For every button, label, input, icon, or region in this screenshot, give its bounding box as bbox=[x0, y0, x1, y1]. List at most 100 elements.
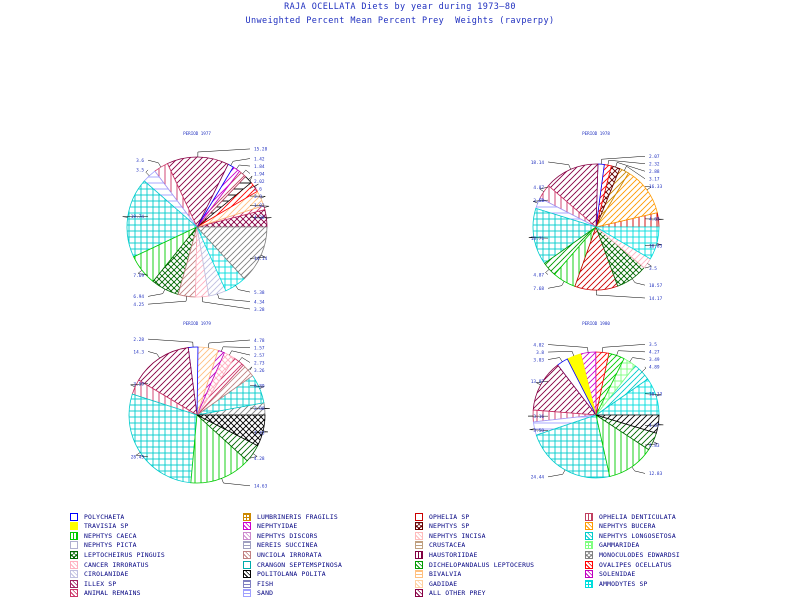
legend-swatch bbox=[415, 512, 423, 521]
legend-swatch bbox=[243, 570, 251, 579]
leader-line bbox=[230, 158, 251, 166]
legend-label: POLITOLANA POLITA bbox=[257, 570, 326, 579]
leader-line bbox=[221, 478, 251, 487]
leader-line bbox=[238, 357, 251, 363]
chart-title: RAJA OCELLATA Diets by year during 1973—… bbox=[284, 2, 516, 12]
legend-label: CANCER IRRORATUS bbox=[84, 560, 149, 569]
slice-label: 2.73 bbox=[254, 360, 265, 366]
leader-line bbox=[235, 285, 251, 293]
slice-label: 3.16 bbox=[533, 414, 544, 420]
legend-swatch bbox=[70, 579, 78, 588]
slice-label: 3.28 bbox=[254, 307, 265, 313]
slice-label: 10.13 bbox=[649, 392, 663, 398]
legend-item: TRAVISIA SP bbox=[70, 522, 129, 531]
legend-label: POLYCHAETA bbox=[84, 512, 125, 521]
legend-item: CRANGON SEPTEMSPINOSA bbox=[243, 560, 342, 569]
leader-line bbox=[547, 344, 589, 353]
legend-item: POLITOLANA POLITA bbox=[243, 570, 326, 579]
leader-line bbox=[644, 441, 659, 446]
legend-label: NEPHTYS BUCERA bbox=[599, 522, 656, 531]
leader-line bbox=[547, 281, 565, 289]
pie-chart-4: PERIOD 1980 3.5 4.273.49 4.89 10.13 4.87 4.83 1… bbox=[528, 321, 664, 481]
leader-line bbox=[641, 366, 646, 373]
leader-line bbox=[644, 218, 664, 221]
legend-label: BIVALVIA bbox=[429, 570, 462, 579]
slice-label: 2.88 bbox=[254, 406, 265, 412]
legend-swatch bbox=[415, 570, 423, 579]
legend-swatch bbox=[243, 531, 251, 540]
leader-line bbox=[249, 205, 270, 208]
leader-line bbox=[147, 338, 194, 348]
leader-line bbox=[197, 148, 251, 158]
slice-label: 1.84 bbox=[254, 164, 265, 170]
legend-label: OPHELIA SP bbox=[429, 512, 470, 521]
legend-swatch bbox=[243, 522, 251, 531]
slice-label: 18.14 bbox=[531, 160, 545, 166]
legend-item: NEPHTYS DISCORS bbox=[243, 531, 318, 540]
legend-label: CRANGON SEPTEMSPINOSA bbox=[257, 560, 342, 569]
pie-slice bbox=[547, 163, 599, 228]
slice-label: 3.8 bbox=[254, 194, 262, 200]
legend-item: UNCIOLA IRRORATA bbox=[243, 550, 322, 559]
legend-swatch bbox=[243, 560, 251, 569]
legend-item: NEPHTYS INCISA bbox=[415, 531, 486, 540]
legend-item: OPHELIA DENTICULATA bbox=[585, 512, 676, 521]
slice-label: 4.87 bbox=[533, 185, 544, 191]
slice-label: 2.57 bbox=[254, 353, 265, 359]
legend-label: HAUSTORIIDAE bbox=[429, 550, 478, 559]
slice-label: 3.5 bbox=[649, 342, 657, 348]
legend-label: NEPHTYS DISCORS bbox=[257, 531, 318, 540]
legend-label: DICHELOPANDALUS LEPTOCERUS bbox=[429, 560, 535, 569]
pie-chart-1: PERIOD 1977 15.28 1.42 1.841.94 2.022.6 3.8 1.… bbox=[122, 131, 272, 313]
legend-swatch bbox=[70, 560, 78, 569]
legend-label: NEREIS SUCCINEA bbox=[257, 541, 318, 550]
leader-line bbox=[242, 169, 251, 175]
legend-item: GADIDAE bbox=[415, 579, 457, 588]
slice-label: 14.3 bbox=[133, 349, 144, 355]
legend-label: NEPHTYIDAE bbox=[257, 522, 298, 531]
slice-label: 3.58 bbox=[533, 428, 544, 434]
leader-line bbox=[147, 159, 162, 168]
slice-label: 3.5 bbox=[136, 168, 144, 174]
leader-line bbox=[122, 215, 149, 218]
slice-label: 3.03 bbox=[533, 357, 544, 363]
slice-label: 4.78 bbox=[254, 338, 265, 344]
legend-swatch bbox=[243, 589, 251, 598]
legend-item: ANIMAL REMAINS bbox=[70, 589, 141, 598]
legend-label: GAMMARIDEA bbox=[599, 541, 640, 550]
pie-title: PERIOD 1980 bbox=[582, 321, 610, 326]
chart-subtitle: Unweighted Percent Mean Percent Prey Wei… bbox=[245, 16, 555, 26]
slice-label: 7.69 bbox=[133, 273, 144, 279]
leader-line bbox=[249, 407, 270, 410]
legend-label: UNCIOLA IRRORATA bbox=[257, 550, 322, 559]
leader-line bbox=[529, 428, 549, 431]
legend-label: NEPHTYS SP bbox=[429, 522, 470, 531]
leader-line bbox=[528, 236, 549, 239]
legend-swatch bbox=[585, 531, 593, 540]
legend-swatch bbox=[243, 541, 251, 550]
legend-item: NEPHTYIDAE bbox=[243, 522, 297, 531]
leader-line bbox=[631, 278, 646, 286]
legend-item: GAMMARIDEA bbox=[585, 541, 639, 550]
leader-line bbox=[607, 159, 646, 166]
legend-label: ILLEX SP bbox=[84, 579, 117, 588]
slice-label: 4.28 bbox=[254, 456, 265, 462]
legend-item: BIVALVIA bbox=[415, 570, 461, 579]
legend-swatch bbox=[243, 579, 251, 588]
leader-line bbox=[596, 289, 646, 299]
legend-item: NEPHTYS SP bbox=[415, 522, 469, 531]
legend-swatch bbox=[585, 512, 593, 521]
slice-label: 2.6 bbox=[254, 186, 262, 192]
slice-label: 3.59 bbox=[133, 381, 144, 387]
slice-label: 18.71 bbox=[531, 236, 545, 242]
leader-line bbox=[644, 393, 661, 397]
legend-item: SAND bbox=[243, 589, 273, 598]
slice-label: 10.57 bbox=[649, 283, 663, 289]
legend-label: SAND bbox=[257, 589, 274, 598]
legend-item: ALL OTHER PREY bbox=[415, 589, 486, 598]
slice-label: 3.26 bbox=[254, 368, 265, 374]
leader-line bbox=[135, 452, 149, 458]
legend-item: DICHELOPANDALUS LEPTOCERUS bbox=[415, 560, 534, 569]
legend-swatch bbox=[585, 550, 593, 559]
legend-item: NEPHTYS PICTA bbox=[70, 541, 137, 550]
